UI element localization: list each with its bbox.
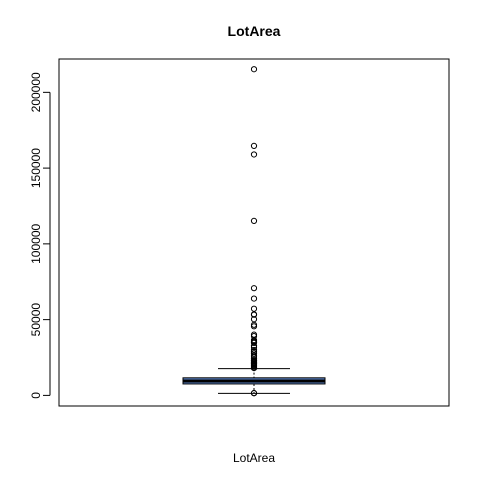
y-tick-label: 50000 (29, 303, 43, 337)
box-plot (182, 368, 326, 394)
y-tick-label: 0 (29, 392, 43, 399)
outlier-point (250, 323, 258, 330)
outlier-point (250, 217, 258, 225)
outlier-point (250, 346, 258, 354)
x-axis-label: LotArea (233, 451, 275, 465)
outlier-point (250, 305, 258, 312)
outlier-point (250, 344, 258, 351)
outlier-point (250, 295, 258, 302)
chart-title: LotArea (228, 23, 281, 39)
outlier-point (250, 339, 258, 346)
outlier-point (250, 142, 258, 149)
y-axis: 0 50000 100000 150000 200000 (29, 72, 51, 399)
outlier-point (250, 285, 258, 292)
outlier-point (250, 66, 258, 73)
outlier-point (250, 311, 258, 318)
y-tick-label: 100000 (29, 224, 43, 264)
outlier-point (250, 365, 258, 372)
outlier-point (250, 151, 258, 158)
outlier-point (250, 390, 258, 397)
outlier-points (250, 66, 258, 397)
plot-frame (58, 58, 450, 407)
y-tick-label: 150000 (29, 148, 43, 188)
y-tick-label: 200000 (29, 72, 43, 112)
